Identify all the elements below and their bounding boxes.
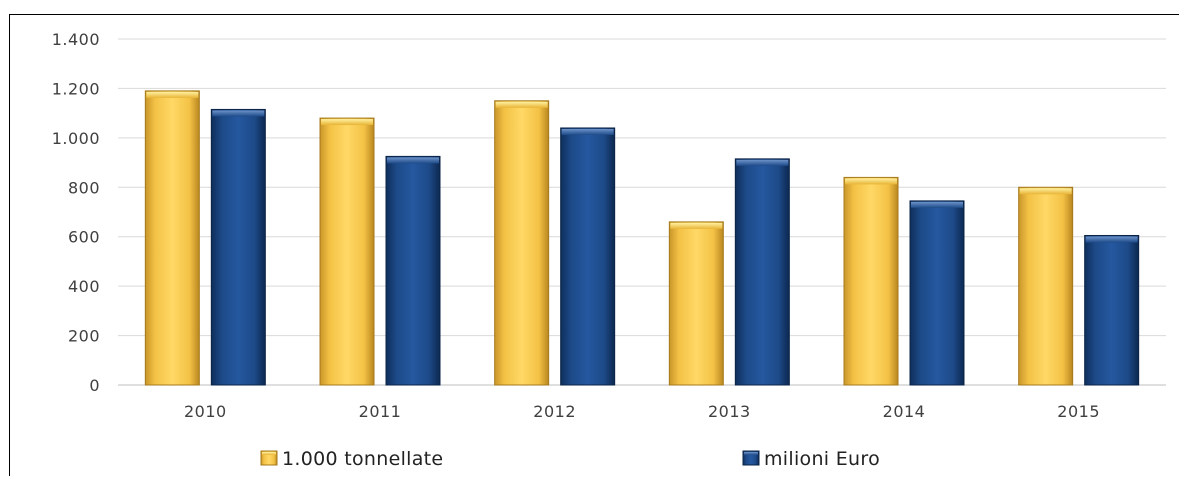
bar-2012-milioni-euro bbox=[560, 127, 616, 386]
y-tick-label: 1.200 bbox=[52, 79, 100, 98]
y-tick-label: 1.000 bbox=[52, 129, 100, 148]
x-tick-label: 2012 bbox=[533, 402, 576, 421]
y-tick-label: 1.400 bbox=[52, 30, 100, 49]
bar-2014-milioni-euro bbox=[909, 200, 965, 386]
legend-label: milioni Euro bbox=[764, 448, 880, 470]
y-tick-label: 0 bbox=[89, 376, 100, 395]
bars bbox=[144, 90, 1140, 386]
bar-2011-tonnellate bbox=[319, 117, 375, 386]
bar-2013-tonnellate bbox=[668, 221, 724, 386]
y-axis-ticks: 0 200 400 600 800 1.000 1.200 1.400 bbox=[52, 30, 100, 395]
x-tick-label: 2010 bbox=[184, 402, 227, 421]
chart-frame bbox=[9, 14, 1179, 476]
bar-2010-milioni-euro bbox=[210, 108, 266, 386]
y-tick-label: 600 bbox=[68, 228, 100, 247]
legend-item-tonnellate: 1.000 tonnellate bbox=[260, 448, 443, 470]
x-tick-label: 2014 bbox=[883, 402, 926, 421]
y-tick-label: 400 bbox=[68, 277, 100, 296]
legend-item-milioni-euro: milioni Euro bbox=[742, 448, 880, 470]
bar-2015-milioni-euro bbox=[1084, 234, 1140, 386]
bar-2014-tonnellate bbox=[843, 176, 899, 386]
bar-2015-tonnellate bbox=[1018, 186, 1074, 386]
bar-2011-milioni-euro bbox=[385, 155, 441, 386]
bar-2010-tonnellate bbox=[144, 90, 200, 386]
y-tick-label: 800 bbox=[68, 178, 100, 197]
x-tick-label: 2015 bbox=[1057, 402, 1100, 421]
grid-layer bbox=[118, 38, 1166, 386]
legend-label: 1.000 tonnellate bbox=[282, 448, 443, 470]
bar-2012-tonnellate bbox=[494, 100, 550, 386]
x-tick-label: 2013 bbox=[708, 402, 751, 421]
x-axis-ticks: 2010 2011 2012 2013 2014 2015 bbox=[184, 402, 1100, 421]
x-tick-label: 2011 bbox=[359, 402, 402, 421]
bar-2013-milioni-euro bbox=[734, 158, 790, 386]
legend: 1.000 tonnellate milioni Euro bbox=[260, 448, 880, 470]
y-tick-label: 200 bbox=[68, 327, 100, 346]
